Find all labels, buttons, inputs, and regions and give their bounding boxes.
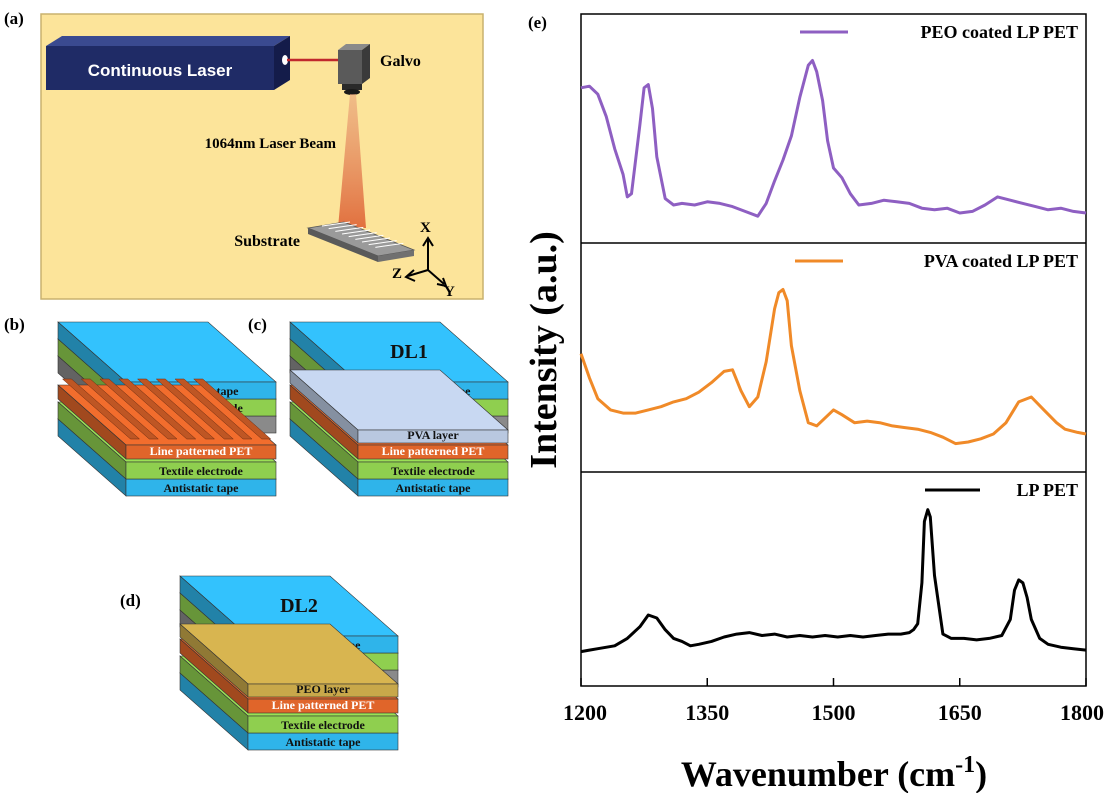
x-axis-label: Wavenumber (cm-1) [681, 752, 987, 793]
panel-d-label: (d) [120, 591, 141, 610]
pet-ridge [136, 378, 216, 440]
plot-frame [580, 13, 1087, 687]
substrate [306, 221, 416, 262]
line-patterned-pet [357, 444, 509, 460]
antistatic-tape-bottom-label: Antistatic tape [164, 481, 240, 495]
coating-layer-label: PEO layer [296, 682, 350, 696]
substrate-pattern-line [328, 224, 357, 230]
galvo-scanner [338, 44, 370, 95]
substrate-pattern-line [368, 240, 397, 246]
chart-series-group [579, 59, 1087, 654]
substrate-pattern-line [375, 242, 404, 248]
line-patterned-pet-label: Line patterned PET [382, 444, 485, 458]
line-patterned-pet [125, 444, 277, 460]
textile-electrode-bottom-label: Textile electrode [281, 718, 365, 732]
pet-ridge [174, 378, 253, 440]
pet-ridge [61, 378, 141, 440]
coating-layer [357, 429, 509, 444]
x-tick-label: 1200 [563, 700, 607, 725]
galvo-label: Galvo [380, 53, 421, 70]
axis-z-label: Z [392, 266, 402, 282]
laser-beam [338, 94, 366, 228]
panel-a: (a) Continuous Laser Galvo 1064nm Laser … [4, 9, 484, 300]
line-patterned-pet [247, 698, 399, 714]
substrate-pattern-line [341, 229, 371, 235]
chart-legend: PEO coated LP PET PVA coated LP PET LP PET [795, 22, 1078, 500]
coating-layer [247, 683, 399, 698]
x-axis-label-sup: -1 [955, 752, 975, 778]
substrate-label: Substrate [234, 233, 300, 250]
x-tick-label: 1500 [812, 700, 856, 725]
panel-e-label: (e) [528, 13, 547, 32]
pet-ridge [80, 378, 159, 440]
legend-label-2: PVA coated LP PET [924, 251, 1078, 271]
axis-y-label: Y [444, 284, 455, 300]
x-tick-label: 1650 [938, 700, 982, 725]
textile-electrode-bottom [125, 461, 277, 480]
panel-c-stack: PTFETextile electrodeAntistatic tapeDL1A… [289, 321, 509, 497]
axis-x-label: X [420, 220, 431, 236]
substrate-pattern-line [361, 237, 391, 243]
x-tick-label: 1350 [685, 700, 729, 725]
pet-ridge [155, 378, 234, 440]
antistatic-tape-bottom-label: Antistatic tape [396, 481, 472, 495]
pet-ridge [118, 378, 197, 440]
coating-layer-label: PVA layer [407, 428, 459, 442]
legend-label-1: PEO coated LP PET [921, 22, 1079, 42]
textile-electrode-bottom [247, 715, 399, 734]
series-line-1 [580, 59, 1087, 218]
series-line-2 [579, 288, 1087, 446]
substrate-pattern-line [355, 234, 384, 240]
stack-title: DL1 [390, 341, 428, 363]
stack-title: DL2 [280, 595, 318, 617]
line-patterned-pet-label: Line patterned PET [150, 444, 253, 458]
panel-b-label: (b) [4, 315, 25, 334]
panel-a-label: (a) [4, 9, 24, 28]
series-line-3 [580, 508, 1087, 654]
line-patterned-pet-label: Line patterned PET [272, 698, 375, 712]
continuous-laser: Continuous Laser [46, 36, 290, 90]
y-axis-label: Intensity (a.u.) [523, 231, 565, 469]
x-axis-label-main: Wavenumber (cm [681, 754, 955, 793]
x-tick-label: 1800 [1060, 700, 1104, 725]
substrate-pattern-line [348, 232, 377, 238]
antistatic-tape-bottom-label: Antistatic tape [286, 735, 362, 749]
textile-electrode-bottom-label: Textile electrode [159, 464, 243, 478]
panel-e: (e) PEO coated LP PET PVA coated LP PET LP… [523, 13, 1104, 793]
substrate-pattern-line [335, 226, 364, 232]
coordinate-axes [404, 236, 448, 288]
laser-label: Continuous Laser [88, 61, 233, 80]
textile-electrode-bottom [357, 461, 509, 480]
panel-d-stack: PTFETextile electrodeAntistatic tapeDL2A… [179, 575, 399, 751]
panel-c-label: (c) [248, 315, 267, 334]
x-axis-label-close: ) [975, 754, 987, 793]
beam-label: 1064nm Laser Beam [205, 136, 337, 152]
legend-label-3: LP PET [1016, 480, 1078, 500]
x-axis-ticks: 1200 1350 1500 1650 1800 [563, 678, 1104, 725]
textile-electrode-bottom-label: Textile electrode [391, 464, 475, 478]
panel-b-stack: PTFETextile electrodeAntistatic tapeAnti… [57, 321, 277, 497]
pet-ridge [99, 378, 178, 440]
substrate-pattern-line [321, 221, 351, 227]
pet-ridge [193, 378, 272, 440]
